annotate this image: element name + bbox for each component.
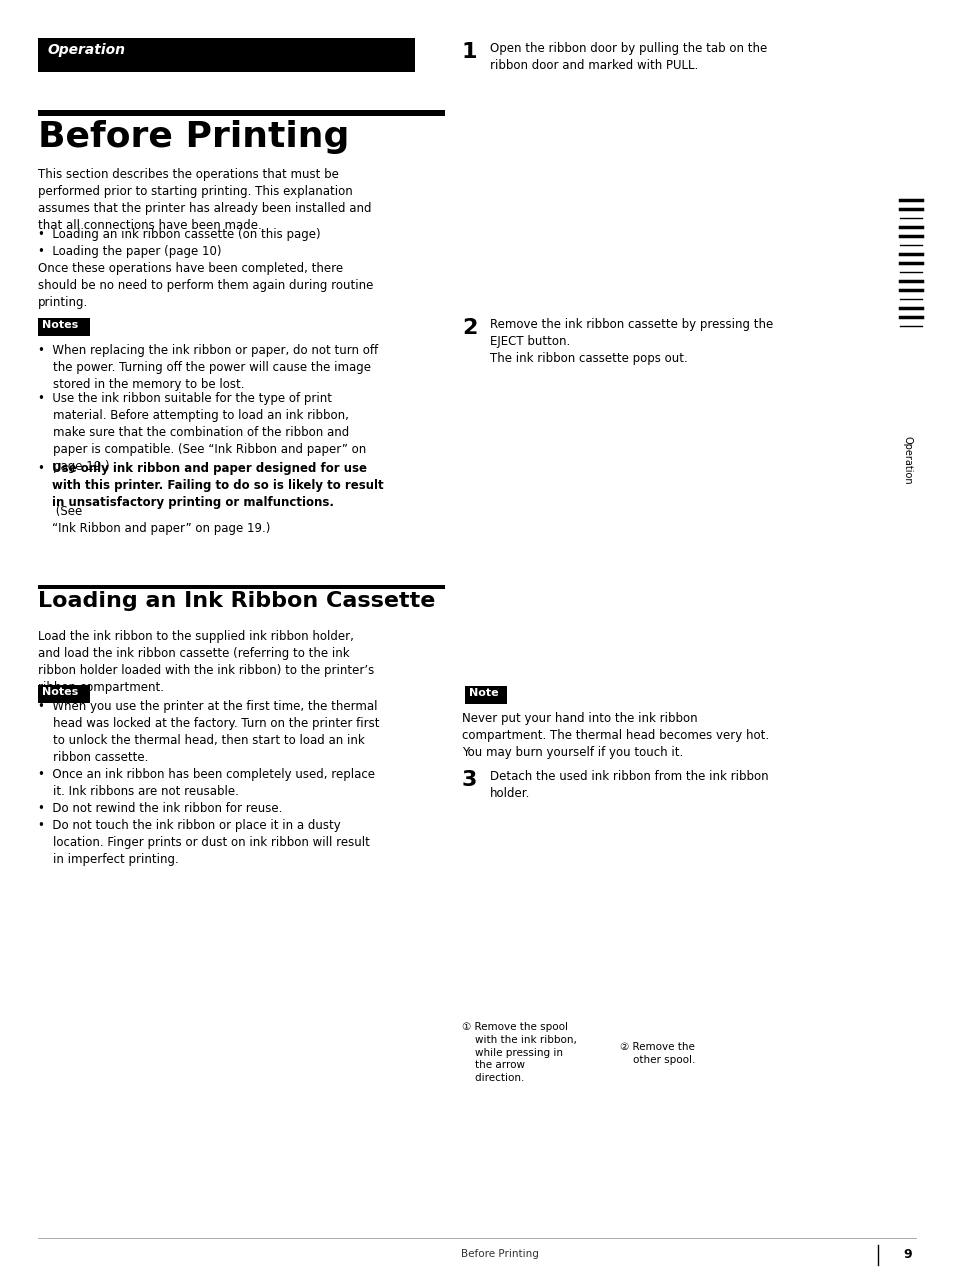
Text: •  Loading an ink ribbon cassette (on this page)
•  Loading the paper (page 10): • Loading an ink ribbon cassette (on thi… [38, 228, 320, 259]
Text: •  When replacing the ink ribbon or paper, do not turn off
    the power. Turnin: • When replacing the ink ribbon or paper… [38, 344, 377, 391]
Bar [464, 685, 506, 705]
Text: Before Printing: Before Printing [460, 1249, 538, 1259]
Text: Use only ink ribbon and paper designed for use
with this printer. Failing to do : Use only ink ribbon and paper designed f… [52, 462, 383, 510]
Bar [38, 110, 444, 116]
Text: 1: 1 [461, 42, 477, 62]
Text: (See
“Ink Ribbon and paper” on page 19.): (See “Ink Ribbon and paper” on page 19.) [52, 505, 270, 535]
Text: Loading an Ink Ribbon Cassette: Loading an Ink Ribbon Cassette [38, 591, 435, 612]
Text: Notes: Notes [42, 687, 78, 697]
Bar [38, 318, 90, 336]
Text: This section describes the operations that must be
performed prior to starting p: This section describes the operations th… [38, 168, 371, 232]
Text: 3: 3 [461, 769, 476, 790]
Text: Detach the used ink ribbon from the ink ribbon
holder.: Detach the used ink ribbon from the ink … [490, 769, 768, 800]
Text: 2: 2 [461, 318, 476, 338]
Text: •: • [38, 462, 52, 475]
Text: Notes: Notes [42, 320, 78, 330]
Text: ② Remove the
    other spool.: ② Remove the other spool. [619, 1042, 695, 1065]
Text: Remove the ink ribbon cassette by pressing the
EJECT button.
The ink ribbon cass: Remove the ink ribbon cassette by pressi… [490, 318, 773, 364]
Text: •  Use the ink ribbon suitable for the type of print
    material. Before attemp: • Use the ink ribbon suitable for the ty… [38, 392, 366, 473]
Text: Note: Note [469, 688, 498, 698]
Text: Before Printing: Before Printing [38, 120, 349, 154]
Text: Once these operations have been completed, there
should be no need to perform th: Once these operations have been complete… [38, 262, 373, 310]
Bar [38, 38, 415, 73]
Text: Load the ink ribbon to the supplied ink ribbon holder,
and load the ink ribbon c: Load the ink ribbon to the supplied ink … [38, 631, 374, 694]
Bar [38, 685, 90, 703]
Text: 9: 9 [902, 1247, 911, 1260]
Bar [38, 585, 444, 589]
Text: ① Remove the spool
    with the ink ribbon,
    while pressing in
    the arrow
: ① Remove the spool with the ink ribbon, … [461, 1022, 577, 1083]
Text: Operation: Operation [48, 43, 126, 57]
Text: Open the ribbon door by pulling the tab on the
ribbon door and marked with PULL.: Open the ribbon door by pulling the tab … [490, 42, 766, 73]
Text: •  When you use the printer at the first time, the thermal
    head was locked a: • When you use the printer at the first … [38, 699, 379, 866]
Text: Operation: Operation [902, 436, 912, 484]
Text: Never put your hand into the ink ribbon
compartment. The thermal head becomes ve: Never put your hand into the ink ribbon … [461, 712, 768, 759]
